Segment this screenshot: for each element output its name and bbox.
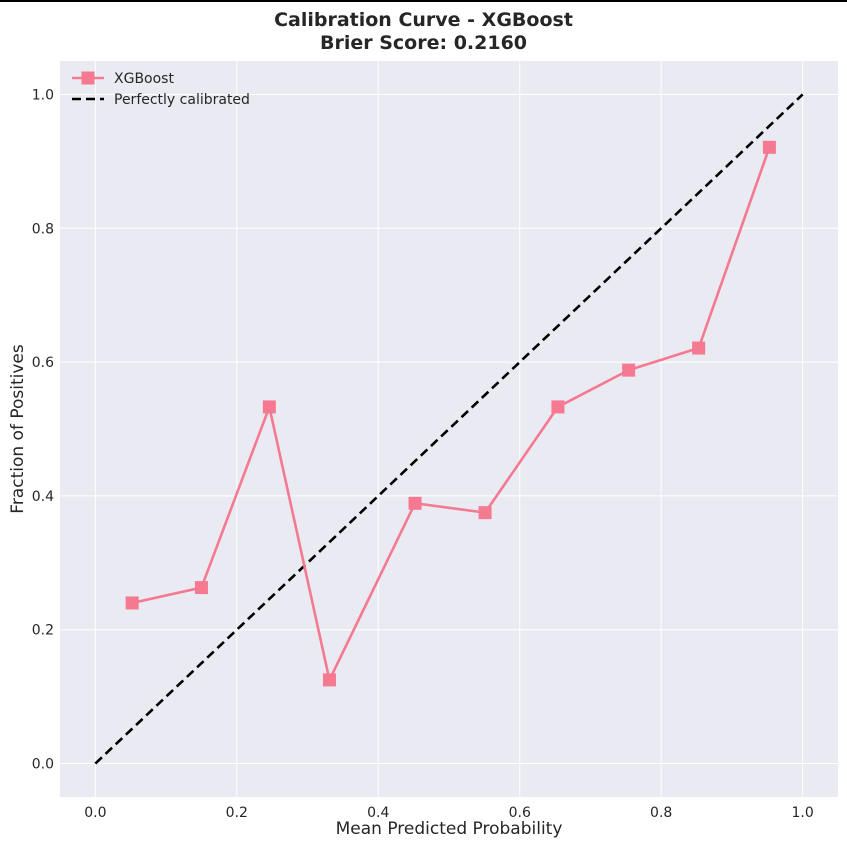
- x-tick-label: 0.4: [367, 805, 389, 821]
- data-point-xgboost: [194, 581, 208, 595]
- y-tick-label: 0.4: [32, 489, 54, 505]
- chart-title: Calibration Curve - XGBoost: [274, 9, 573, 31]
- legend-label-xgboost: XGBoost: [114, 71, 174, 87]
- y-tick-label: 0.6: [32, 355, 54, 371]
- legend-label-perfectly-calibrated: Perfectly calibrated: [114, 92, 250, 108]
- legend: XGBoost Perfectly calibrated: [72, 71, 250, 108]
- data-point-xgboost: [262, 400, 276, 414]
- grid-lines: [60, 61, 838, 797]
- data-point-xgboost: [322, 673, 336, 687]
- y-tick-label: 1.0: [32, 87, 54, 103]
- x-tick-label: 0.6: [509, 805, 531, 821]
- x-axis-label: Mean Predicted Probability: [336, 819, 563, 839]
- series-line-xgboost: [131, 146, 771, 682]
- series-layer: [94, 93, 804, 765]
- data-point-xgboost: [408, 496, 422, 510]
- x-tick-label: 0.0: [84, 805, 106, 821]
- y-tick-label: 0.0: [32, 757, 54, 773]
- top-border: [0, 0, 847, 2]
- y-tick-label: 0.8: [32, 221, 54, 237]
- x-tick-label: 0.2: [226, 805, 248, 821]
- data-point-xgboost: [622, 363, 636, 377]
- data-point-xgboost: [762, 140, 776, 154]
- x-tick-label: 0.8: [650, 805, 672, 821]
- data-point-xgboost: [478, 506, 492, 520]
- x-axis-ticks: 0.0 0.2 0.4 0.6 0.8 1.0: [84, 805, 814, 821]
- series-line-perfectly-calibrated: [94, 93, 804, 765]
- y-tick-label: 0.2: [32, 623, 54, 639]
- data-point-xgboost: [551, 400, 565, 414]
- y-axis-label: Fraction of Positives: [8, 344, 28, 514]
- legend-marker-xgboost: [81, 71, 95, 85]
- x-tick-label: 1.0: [792, 805, 814, 821]
- data-point-xgboost: [692, 341, 706, 355]
- data-point-xgboost: [125, 596, 139, 610]
- y-axis-ticks: 0.0 0.2 0.4 0.6 0.8 1.0: [32, 87, 54, 772]
- chart-subtitle: Brier Score: 0.2160: [319, 32, 528, 54]
